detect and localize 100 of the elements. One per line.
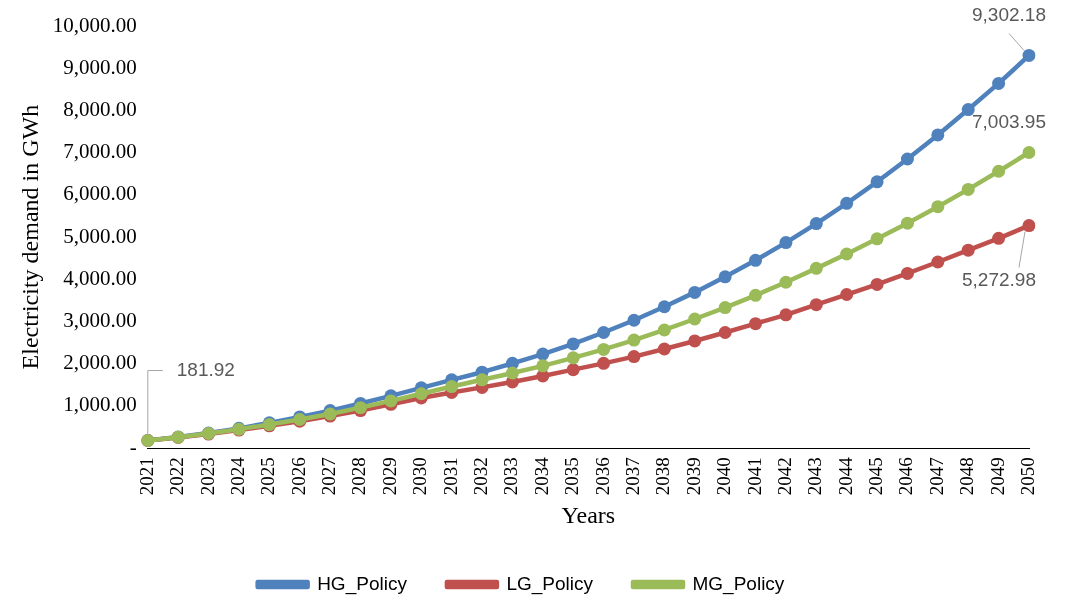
point: [840, 288, 854, 302]
point: [840, 196, 854, 210]
x-tick-label: 2021: [135, 457, 157, 496]
legend-label: HG_Policy: [317, 572, 408, 595]
point: [992, 76, 1006, 90]
point: [870, 277, 884, 291]
point: [961, 182, 975, 196]
point: [931, 128, 945, 142]
point: [809, 298, 823, 312]
y-tick-label: 8,000.00: [63, 96, 137, 121]
point: [992, 231, 1006, 245]
x-tick-label: 2042: [773, 457, 795, 496]
point: [779, 275, 793, 289]
point: [657, 300, 671, 314]
point: [1022, 145, 1036, 159]
point: [475, 373, 489, 387]
x-tick-label: 2047: [925, 457, 947, 496]
legend-label: LG_Policy: [506, 572, 594, 595]
x-tick-label: 2039: [682, 457, 704, 496]
point: [718, 270, 732, 284]
y-tick-label: 5,000.00: [63, 223, 137, 248]
x-tick-label: 2040: [713, 457, 735, 496]
y-tick-label: -: [129, 434, 137, 459]
point: [566, 351, 580, 365]
point: [657, 342, 671, 356]
point: [1022, 219, 1036, 233]
point: [809, 261, 823, 275]
point: [840, 247, 854, 261]
point: [627, 313, 641, 327]
point: [445, 380, 459, 394]
point: [900, 152, 914, 166]
x-tick-label: 2029: [378, 457, 400, 496]
x-tick-label: 2043: [804, 457, 826, 496]
point: [536, 347, 550, 361]
x-tick-label: 2036: [591, 457, 613, 496]
legend-label: MG_Policy: [692, 572, 785, 595]
point: [900, 216, 914, 230]
point: [809, 217, 823, 231]
point: [536, 359, 550, 373]
point: [505, 366, 519, 380]
x-tick-label: 2030: [409, 457, 431, 496]
x-tick-label: 2049: [986, 457, 1008, 496]
point: [961, 103, 975, 117]
point: [627, 350, 641, 364]
point: [931, 255, 945, 269]
y-tick-label: 9,000.00: [63, 54, 137, 79]
x-tick-label: 2024: [226, 456, 248, 496]
point: [870, 232, 884, 246]
y-tick-label: 2,000.00: [63, 350, 137, 375]
y-tick-label: 1,000.00: [63, 392, 137, 417]
point: [597, 342, 611, 356]
point: [627, 333, 641, 347]
y-tick-label: 7,000.00: [63, 139, 137, 164]
point: [779, 308, 793, 322]
point: [688, 285, 702, 299]
point: [992, 164, 1006, 178]
y-tick-label: 4,000.00: [63, 265, 137, 290]
point: [566, 337, 580, 351]
annotation: 5,272.98: [962, 268, 1036, 290]
point: [657, 323, 671, 337]
point: [749, 288, 763, 302]
x-tick-label: 2023: [196, 457, 218, 496]
point: [597, 326, 611, 340]
point: [688, 334, 702, 348]
point: [779, 236, 793, 250]
x-tick-label: 2045: [865, 457, 887, 496]
x-tick-label: 2033: [500, 457, 522, 496]
point: [414, 387, 428, 401]
annotation: 9,302.18: [972, 3, 1046, 25]
point: [749, 317, 763, 331]
x-tick-label: 2038: [652, 457, 674, 496]
point: [870, 175, 884, 189]
point: [718, 326, 732, 340]
point: [961, 243, 975, 257]
y-axis-title: Electricity demand in GWh: [16, 104, 43, 370]
point: [688, 312, 702, 326]
x-tick-label: 2044: [834, 456, 856, 496]
x-tick-label: 2032: [470, 457, 492, 496]
point: [900, 266, 914, 280]
x-tick-label: 2041: [743, 457, 765, 496]
x-tick-label: 2022: [166, 457, 188, 496]
point: [1022, 48, 1036, 62]
x-axis-title: Years: [561, 501, 616, 528]
annotation: 181.92: [176, 358, 235, 380]
x-tick-label: 2048: [956, 457, 978, 496]
x-tick-label: 2025: [257, 457, 279, 496]
annotation: 7,003.95: [972, 110, 1046, 132]
x-tick-label: 2031: [439, 457, 461, 496]
x-tick-label: 2037: [621, 457, 643, 496]
point: [749, 253, 763, 267]
y-tick-label: 10,000.00: [52, 12, 137, 37]
y-tick-label: 6,000.00: [63, 181, 137, 206]
x-tick-label: 2034: [530, 456, 552, 496]
point: [566, 363, 580, 377]
x-tick-label: 2027: [318, 457, 340, 496]
y-tick-label: 3,000.00: [63, 308, 137, 333]
point: [931, 200, 945, 214]
x-tick-label: 2046: [895, 457, 917, 496]
x-tick-label: 2035: [561, 457, 583, 496]
x-tick-label: 2026: [287, 457, 309, 496]
